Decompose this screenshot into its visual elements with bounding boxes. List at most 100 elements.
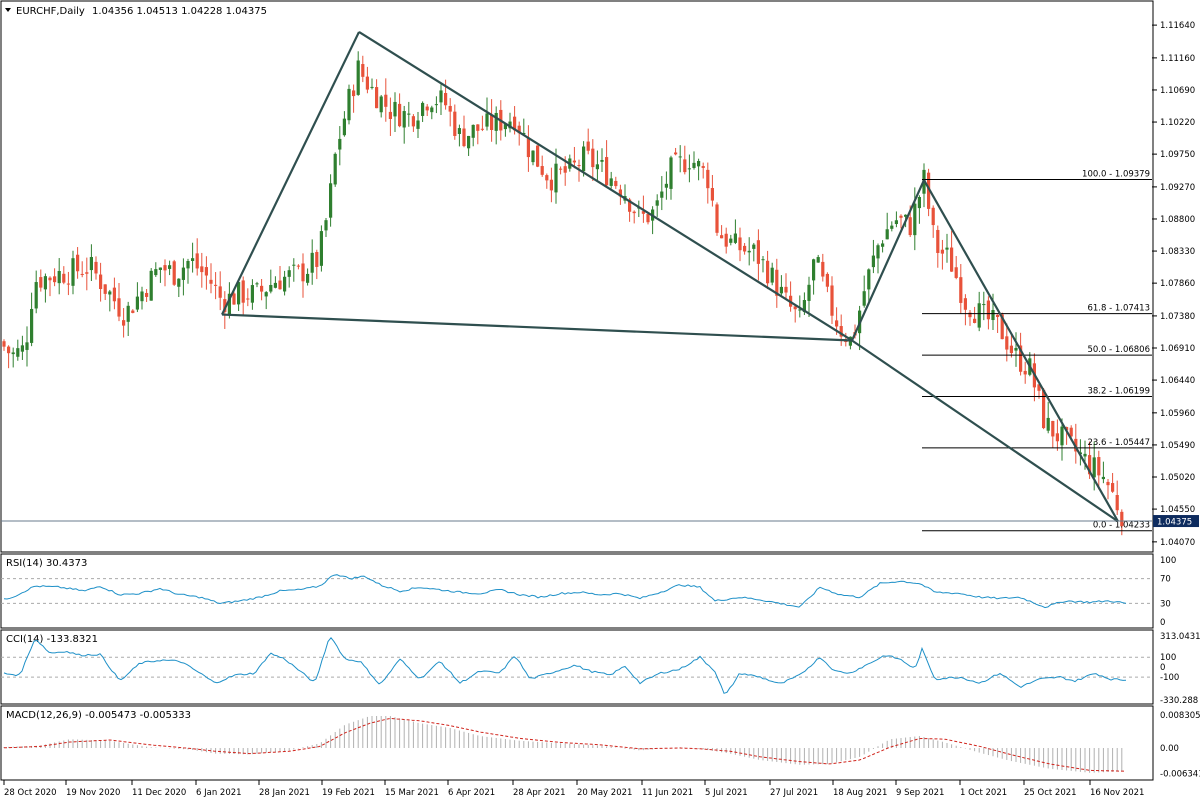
candle-body [1000, 314, 1004, 340]
candle-body [7, 346, 11, 354]
candle-body [292, 264, 296, 266]
candle-body [16, 348, 20, 357]
candle-body [453, 111, 457, 136]
rsi-title: RSI(14) 30.4373 [6, 558, 87, 569]
candle-body [678, 156, 682, 158]
trendline[interactable] [923, 179, 1119, 522]
candle-body [899, 215, 903, 218]
candle-body [1060, 426, 1064, 446]
candle-body [462, 128, 466, 147]
candle-body [1097, 457, 1101, 476]
candle-body [306, 273, 310, 283]
candle-body [181, 267, 185, 280]
candle-body [1111, 483, 1115, 492]
trendline[interactable] [850, 179, 926, 341]
candle-body [982, 304, 986, 306]
candle-body [434, 104, 438, 106]
candle-body [439, 90, 443, 103]
candle-body [628, 199, 632, 212]
candle-body [301, 263, 305, 282]
candle-body [812, 259, 816, 281]
trendline[interactable] [851, 339, 1119, 523]
x-tick-label: 6 Apr 2021 [448, 788, 495, 798]
candle-body [881, 243, 885, 247]
candle-body [655, 200, 659, 206]
candle-body [53, 276, 57, 283]
candle-body [260, 285, 264, 292]
candle-body [379, 96, 383, 113]
candle-body [158, 267, 162, 270]
candle-body [747, 250, 751, 253]
candle-body [770, 267, 774, 283]
candle-body [145, 292, 149, 297]
x-tick-label: 15 Mar 2021 [385, 788, 439, 798]
fib-level-label: 38.2 - 1.06199 [1087, 387, 1150, 397]
candle-body [30, 308, 34, 343]
y-tick-label: 1.04550 [1160, 505, 1195, 515]
candle-body [835, 320, 839, 327]
trendline[interactable] [221, 313, 853, 342]
trendline[interactable] [358, 31, 853, 342]
fib-level-label: 0.0 - 1.04233 [1093, 521, 1150, 531]
x-tick-label: 19 Nov 2020 [66, 788, 120, 798]
candle-body [333, 153, 337, 185]
candle-body [862, 291, 866, 306]
candle-body [1051, 420, 1055, 437]
candle-body [338, 138, 342, 150]
candle-body [973, 318, 977, 323]
candle-body [614, 180, 618, 187]
candle-body [743, 245, 747, 252]
candle-body [122, 320, 126, 326]
candle-body [950, 247, 954, 272]
candle-body [586, 141, 590, 151]
candle-body [996, 314, 1000, 318]
x-tick-label: 19 Feb 2021 [322, 788, 375, 798]
candle-body [554, 163, 558, 193]
candle-body [508, 121, 512, 129]
trendline[interactable] [221, 31, 360, 316]
candle-body [991, 309, 995, 321]
candle-body [885, 229, 889, 240]
candle-body [669, 157, 673, 189]
candle-body [444, 92, 448, 106]
candle-body [536, 145, 540, 167]
rsi-panel[interactable] [0, 553, 1154, 629]
candle-body [692, 162, 696, 168]
candle-body [775, 269, 779, 296]
candle-body [945, 247, 949, 250]
candle-body [600, 159, 604, 162]
candle-body [697, 160, 701, 167]
y-tick-label: 1.07860 [1160, 279, 1195, 289]
candle-body [480, 128, 484, 130]
rsi-line [3, 574, 1127, 609]
candle-body [425, 106, 429, 111]
candle-body [43, 276, 47, 290]
candle-body [246, 298, 250, 300]
candle-body [283, 276, 287, 292]
candle-body [80, 273, 84, 275]
candle-body [172, 261, 176, 285]
y-tick-label: 1.08330 [1160, 247, 1195, 257]
x-tick-label: 27 Jul 2021 [770, 788, 818, 798]
candle-body [131, 310, 135, 313]
candle-body [807, 284, 811, 301]
candle-body [890, 225, 894, 229]
candle-body [706, 169, 710, 189]
candle-body [1042, 389, 1046, 429]
candle-body [430, 107, 434, 113]
candle-body [793, 306, 797, 310]
triangle-down-icon[interactable] [5, 8, 11, 12]
cci-panel[interactable] [0, 629, 1154, 705]
candle-body [365, 76, 369, 90]
candle-body [20, 345, 24, 352]
candle-body [1092, 457, 1096, 478]
candle-body [894, 220, 898, 225]
candle-body [490, 114, 494, 130]
x-tick-label: 16 Nov 2021 [1090, 788, 1144, 798]
x-tick-label: 5 Jul 2021 [705, 788, 748, 798]
candle-body [227, 293, 231, 316]
candle-body [255, 283, 259, 285]
y-tick-label: 1.07380 [1160, 312, 1195, 322]
y-tick-label: 0 [1160, 663, 1165, 673]
